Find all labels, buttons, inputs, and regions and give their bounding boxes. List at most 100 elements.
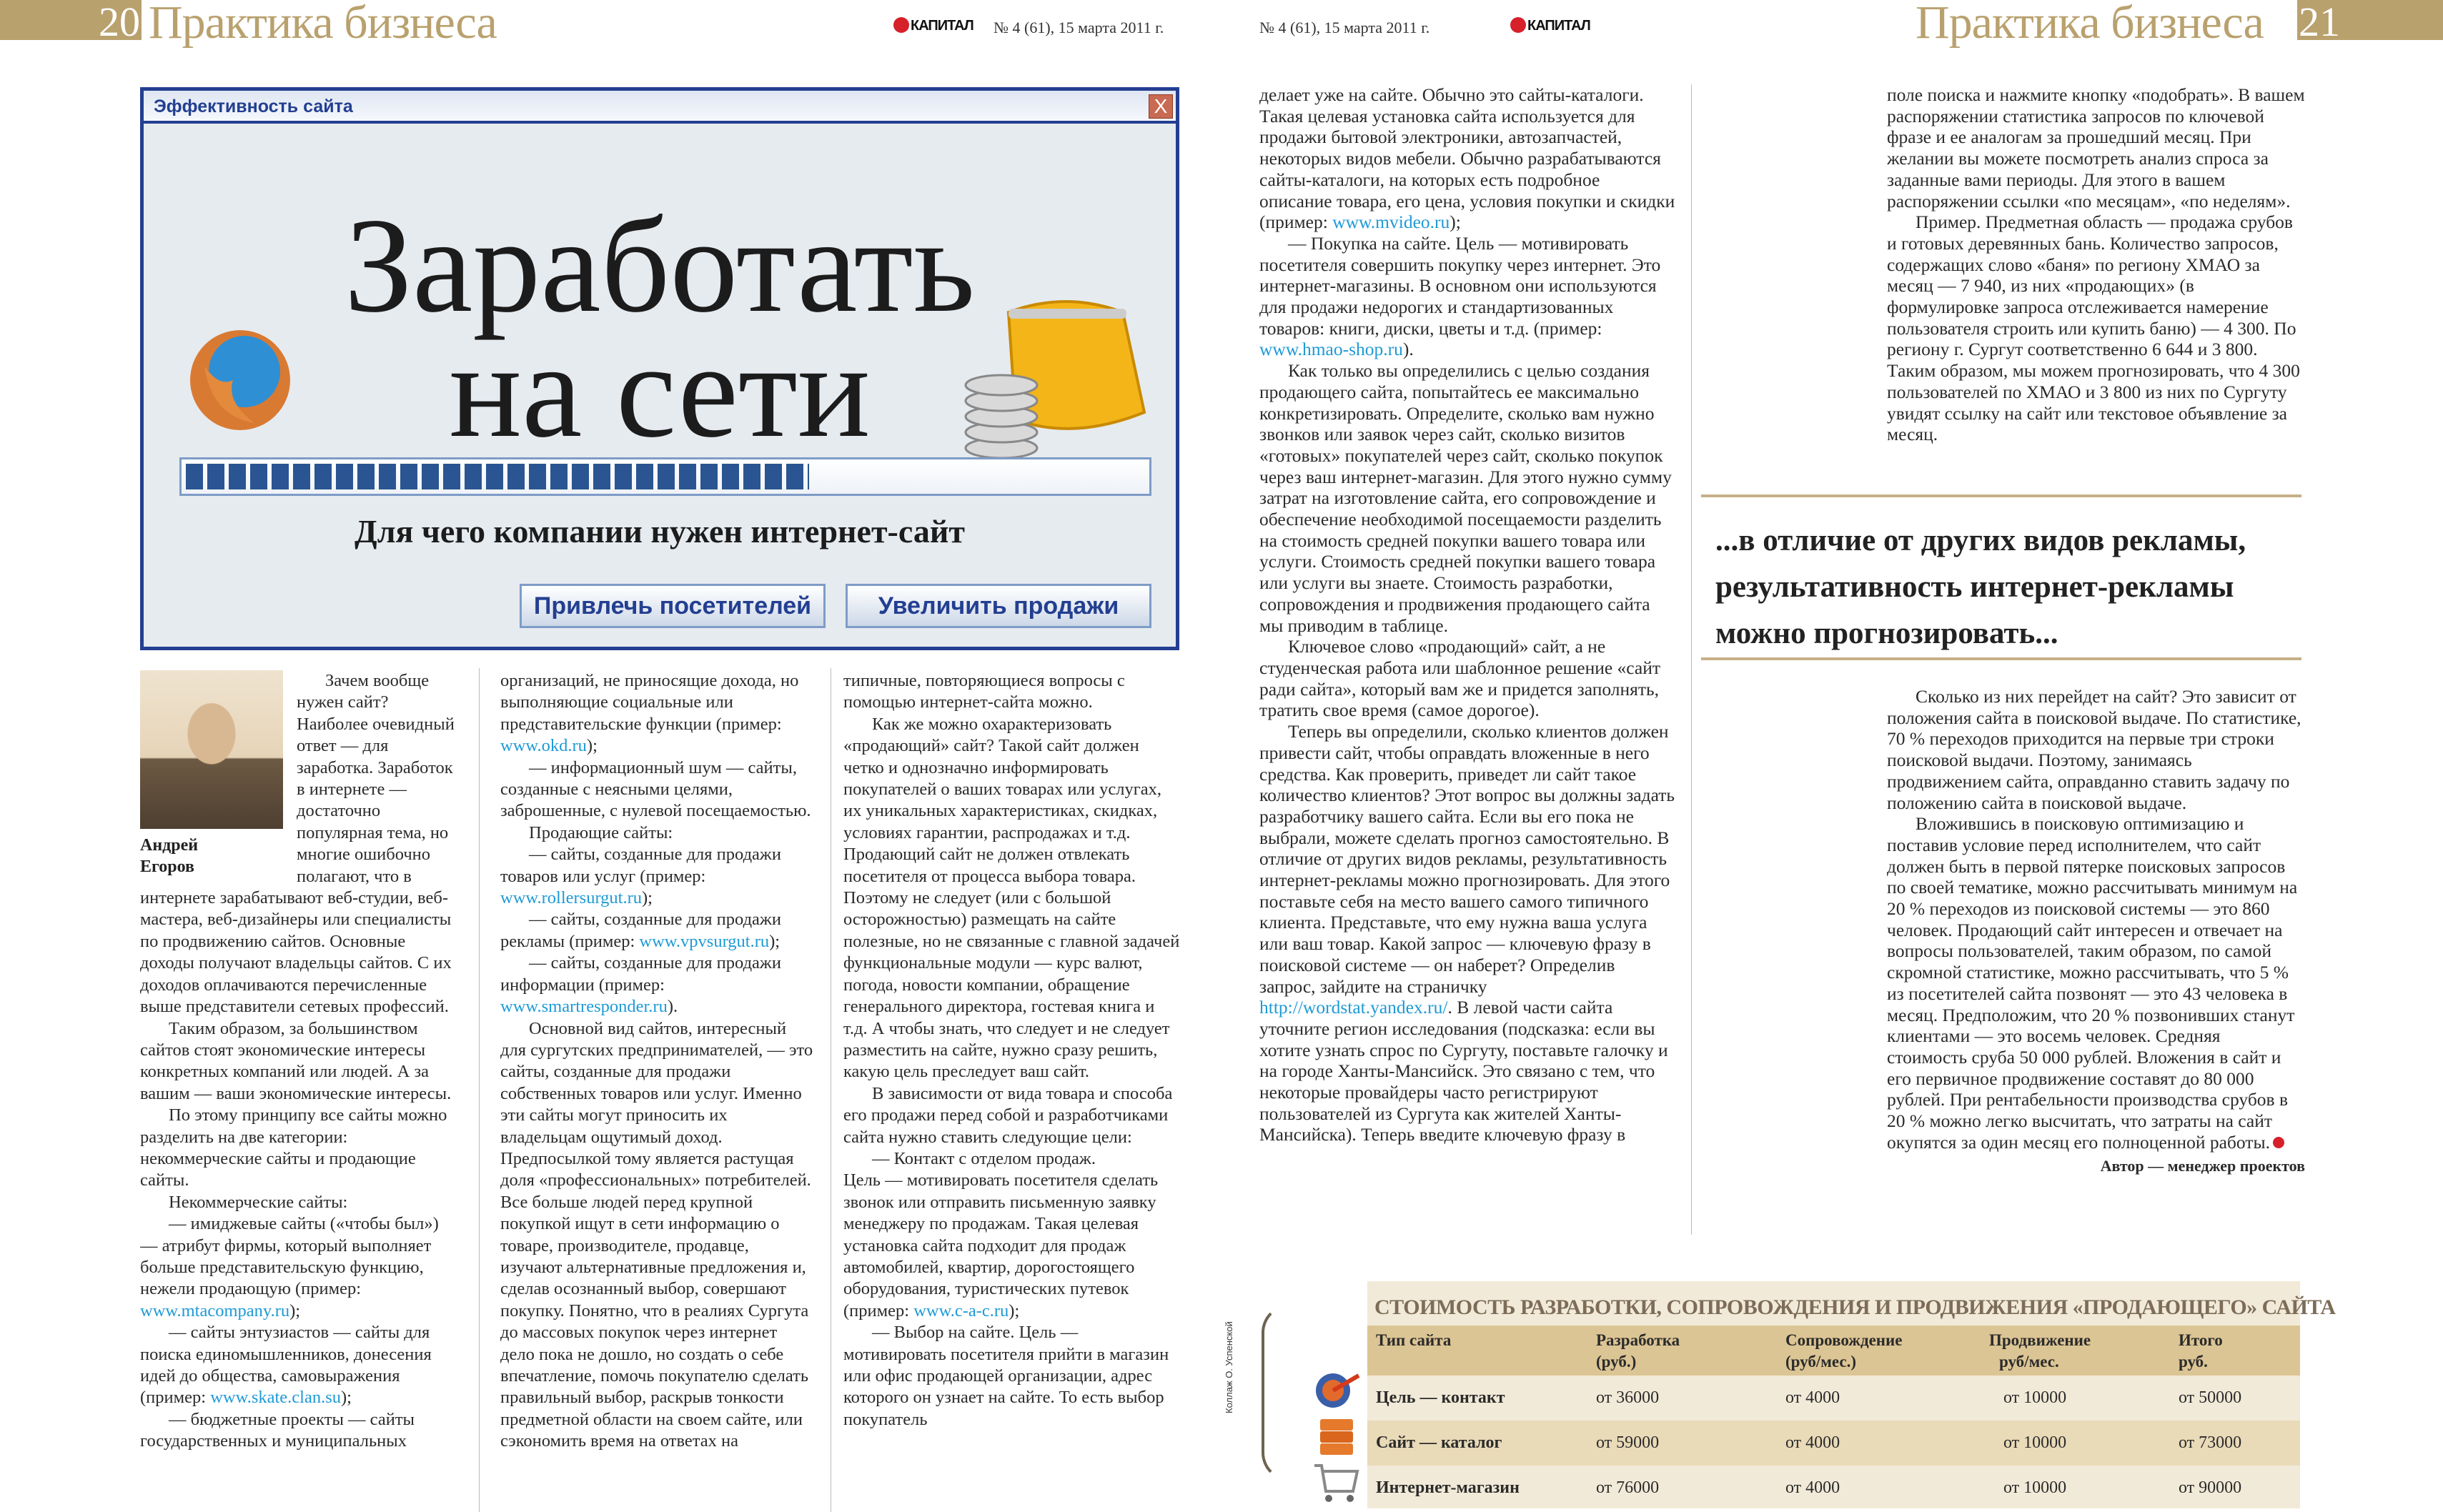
article-paragraph: Пример. Предметная область — продажа сру… <box>1887 212 2300 445</box>
cost-table: СТОИМОСТЬ РАЗРАБОТКИ, СОПРОВОЖДЕНИЯ И ПР… <box>1262 1275 2336 1511</box>
right-column-2-top: поле поиска и нажмите кнопку «подобрать»… <box>1887 84 2305 484</box>
issue-info-right: № 4 (61), 15 марта 2011 г. <box>1259 19 1430 36</box>
article-paragraph: Продающие сайты: <box>529 822 673 842</box>
headline-line1: Заработать <box>344 191 976 341</box>
article-paragraph: Как же можно охарактеризовать «продающий… <box>843 714 1180 1082</box>
table-title: СТОИМОСТЬ РАЗРАБОТКИ, СОПРОВОЖДЕНИЯ И ПР… <box>1374 1295 2336 1319</box>
article-paragraph: — Выбор на сайте. Цель — мотивировать по… <box>843 1323 1169 1429</box>
increase-sales-button[interactable]: Увеличить продажи <box>846 584 1151 628</box>
article-paragraph: — Контакт с отделом продаж. <box>872 1148 1096 1168</box>
site-link[interactable]: www.smartresponder.ru <box>500 997 668 1017</box>
site-link[interactable]: www.mtacompany.ru <box>140 1300 290 1320</box>
article-paragraph: типичные, повторяющиеся вопросы с помощь… <box>843 671 1125 712</box>
header-total: Итого руб. <box>2179 1331 2223 1371</box>
author-photo-block: Андрей Егоров <box>140 670 287 879</box>
site-efficiency-window: Эффективность сайта X Заработать на сети… <box>140 87 1179 650</box>
cell-total: от 73000 <box>2179 1433 2242 1452</box>
end-mark-icon <box>2272 1136 2284 1148</box>
close-icon[interactable]: X <box>1149 94 1173 119</box>
site-link[interactable]: www.mvideo.ru <box>1332 212 1450 233</box>
window-titlebar: Эффективность сайта X <box>144 91 1176 124</box>
cell-type: Сайт — каталог <box>1376 1433 1502 1452</box>
rubric-left: Практика бизнеса <box>149 0 497 49</box>
table-row: Цель — контакт от 36000 от 4000 от 10000 от … <box>1367 1376 2300 1421</box>
cell-support: от 4000 <box>1785 1388 1840 1407</box>
article-paragraph: — сайты, созданные для продажи товаров и… <box>500 845 781 908</box>
article-paragraph: Как только вы определились с целью созда… <box>1259 360 1672 636</box>
article-paragraph: делает уже на сайте. Обычно это сайты-ка… <box>1259 84 1675 233</box>
site-link[interactable]: www.vpvsurgut.ru <box>639 931 770 951</box>
article-paragraph: Некоммерческие сайты: <box>169 1192 348 1212</box>
window-title: Эффективность сайта <box>154 96 353 116</box>
site-link[interactable]: www.skate.clan.su <box>210 1388 341 1408</box>
article-paragraph: — сайты, созданные для продажи информаци… <box>500 953 781 1017</box>
site-link[interactable]: www.c-a-c.ru <box>913 1300 1009 1320</box>
article-paragraph: — сайты, созданные для продажи рекламы (… <box>500 910 781 951</box>
article-paragraph: организаций, не приносящие дохода, но вы… <box>500 671 799 756</box>
article-paragraph: Ключевое слово «продающий» сайт, а не ст… <box>1259 636 1661 721</box>
cell-total: от 90000 <box>2179 1478 2242 1497</box>
column-divider <box>1691 84 1692 1235</box>
site-link[interactable]: www.rollersurgut.ru <box>500 888 643 908</box>
site-link[interactable]: http://wordstat.yandex.ru/ <box>1259 997 1448 1018</box>
left-column-3: типичные, повторяющиеся вопросы с помощь… <box>843 670 1183 1512</box>
logo-text: КАПИТАЛ <box>911 18 974 34</box>
site-link[interactable]: www.hmao-shop.ru <box>1259 339 1403 360</box>
article-paragraph: Таким образом, за большинством сайтов ст… <box>140 1018 452 1103</box>
kapital-logo-left: КАПИТАЛ <box>893 17 974 34</box>
column-divider <box>479 668 480 1512</box>
article-paragraph: Цель — мотивировать посетителя сделать з… <box>843 1170 1159 1320</box>
headline-line2: на сети <box>449 316 871 466</box>
logo-icon <box>1510 17 1526 33</box>
shopping-cart-icon <box>1314 1464 1359 1502</box>
article-paragraph: поле поиска и нажмите кнопку «подобрать»… <box>1887 84 2305 212</box>
cell-promotion: от 10000 <box>2003 1388 2067 1407</box>
cell-support: от 4000 <box>1785 1433 1840 1452</box>
progress-fill <box>186 464 810 489</box>
issue-info-left: № 4 (61), 15 марта 2011 г. <box>993 19 1164 36</box>
article-paragraph: — бюджетные проекты — сайты государствен… <box>140 1409 415 1451</box>
article-paragraph: — сайты энтузиастов — сайты для поиска е… <box>140 1323 432 1408</box>
cell-promotion: от 10000 <box>2003 1433 2067 1452</box>
attract-visitors-button[interactable]: Привлечь посетителей <box>520 584 826 628</box>
header-support: Сопровождение (руб/мес.) <box>1785 1331 1903 1371</box>
right-column-2-bottom: Сколько из них перейдет на сайт? Это зав… <box>1887 686 2305 1236</box>
table-body: СТОИМОСТЬ РАЗРАБОТКИ, СОПРОВОЖДЕНИЯ И ПР… <box>1367 1281 2336 1511</box>
progress-bar <box>179 457 1151 496</box>
article-paragraph: Вложившись в поисковую оптимизацию и пос… <box>1887 813 2298 1153</box>
pull-quote: ...в отличие от других видов рекламы, ре… <box>1701 494 2301 660</box>
collage-credit: Коллаж О. Успенской <box>1224 1321 1234 1413</box>
article-paragraph: Сколько из них перейдет на сайт? Это зав… <box>1887 686 2301 813</box>
table-row: Интернет-магазин от 76000 от 4000 от 10000 о… <box>1367 1466 2300 1511</box>
cell-type: Интернет-магазин <box>1376 1478 1520 1497</box>
target-arrow-icon <box>1316 1373 1360 1408</box>
site-link[interactable]: www.okd.ru <box>500 736 587 756</box>
cell-development: от 36000 <box>1596 1388 1660 1407</box>
article-paragraph: По этому принципу все сайты можно раздел… <box>140 1105 447 1190</box>
purse-coins-icon <box>964 300 1146 459</box>
cell-promotion: от 10000 <box>2003 1478 2067 1497</box>
article-paragraph: — имиджевые сайты («чтобы был») — атрибу… <box>140 1214 439 1320</box>
table-header-row: Тип сайта Разработка (руб.) Сопровождение… <box>1367 1326 2300 1376</box>
catalog-books-icon <box>1320 1419 1353 1455</box>
logo-icon <box>893 17 909 33</box>
author-role: Автор — менеджер проектов <box>2100 1157 2305 1175</box>
header-promotion: Продвижение руб/мес. <box>1989 1331 2091 1371</box>
cell-development: от 76000 <box>1596 1478 1660 1497</box>
right-column-1: делает уже на сайте. Обычно это сайты-ка… <box>1259 84 1675 1235</box>
page-number-right: 21 <box>2297 0 2443 44</box>
left-column-1: Андрей Егоров Зачем вообще нужен сайт? На… <box>140 670 458 1512</box>
cell-total: от 50000 <box>2179 1388 2242 1407</box>
header-development: Разработка (руб.) <box>1596 1331 1680 1371</box>
table-row: Сайт — каталог от 59000 от 4000 от 10000 от … <box>1367 1421 2300 1466</box>
article-paragraph: — информационный шум — сайты, созданные … <box>500 757 811 821</box>
rubric-right: Практика бизнеса <box>1916 0 2264 49</box>
author-name: Андрей Егоров <box>140 836 199 876</box>
article-paragraph: Теперь вы определили, сколько клиентов д… <box>1259 721 1675 1145</box>
firefox-icon <box>190 330 290 430</box>
cell-support: от 4000 <box>1785 1478 1840 1497</box>
article-paragraph: В зависимости от вида товара и способа е… <box>843 1083 1173 1147</box>
header-site-type: Тип сайта <box>1376 1331 1452 1349</box>
kapital-logo-right: КАПИТАЛ <box>1510 17 1591 34</box>
author-photo <box>140 670 283 829</box>
